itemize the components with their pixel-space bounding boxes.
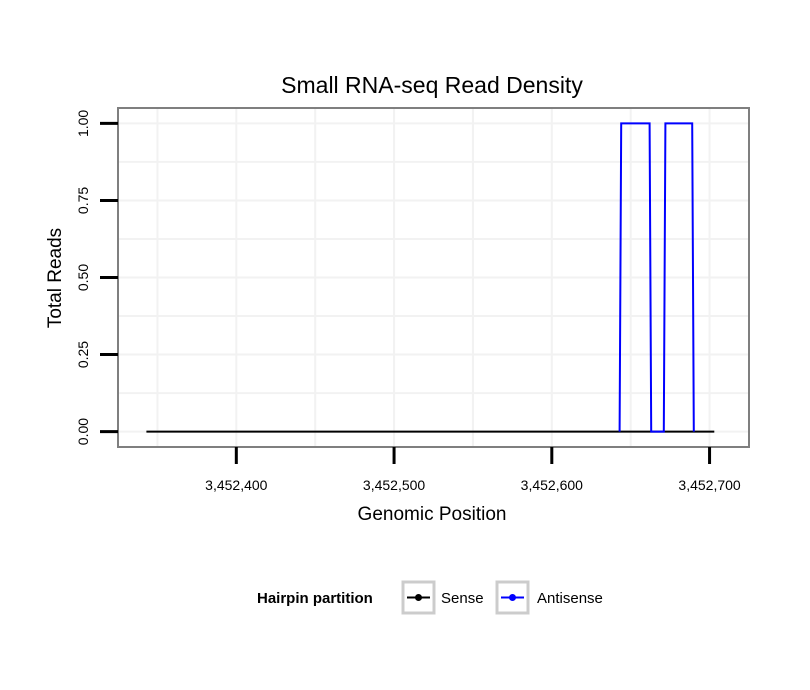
y-tick-label: 0.25 bbox=[75, 341, 91, 368]
legend-items: Sense Antisense bbox=[401, 580, 603, 615]
x-axis-ticks: 3,452,400 3,452,500 3,452,600 3,452,700 bbox=[205, 447, 741, 493]
y-tick-label: 0.00 bbox=[75, 418, 91, 445]
chart-title: Small RNA-seq Read Density bbox=[281, 72, 583, 98]
x-tick-label: 3,452,600 bbox=[521, 477, 583, 493]
legend-key-point bbox=[415, 594, 422, 601]
series-lines bbox=[146, 122, 715, 433]
legend-key-point bbox=[509, 594, 516, 601]
x-tick-label: 3,452,400 bbox=[205, 477, 267, 493]
y-tick-label: 0.50 bbox=[75, 264, 91, 291]
y-tick-label: 0.75 bbox=[75, 187, 91, 214]
x-tick-label: 3,452,700 bbox=[678, 477, 740, 493]
grid-lines bbox=[118, 108, 749, 447]
y-axis-ticks: 0.00 0.25 0.50 0.75 1.00 bbox=[75, 110, 118, 445]
y-axis-title: Total Reads bbox=[45, 228, 66, 328]
y-tick-label: 1.00 bbox=[75, 110, 91, 137]
x-axis-title: Genomic Position bbox=[358, 504, 507, 525]
legend-label: Antisense bbox=[537, 590, 603, 607]
x-tick-label: 3,452,500 bbox=[363, 477, 425, 493]
legend-title: Hairpin partition bbox=[257, 590, 373, 607]
legend-label: Sense bbox=[441, 590, 484, 607]
legend: Hairpin partition Sense Antisense bbox=[257, 580, 603, 615]
series-line-antisense bbox=[618, 122, 695, 433]
